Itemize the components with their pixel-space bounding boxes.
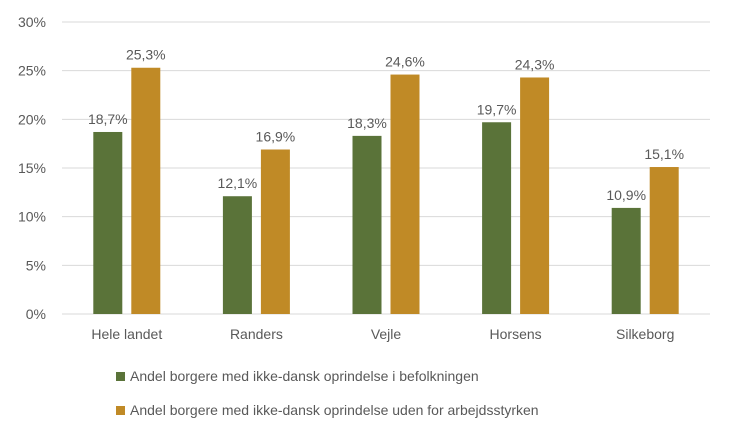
bar xyxy=(482,122,512,315)
y-tick-label: 0% xyxy=(26,306,46,322)
bar xyxy=(260,149,290,314)
data-label: 19,7% xyxy=(477,101,517,117)
data-label: 12,1% xyxy=(218,175,258,191)
legend-item-series-1: Andel borgere med ikke-dansk oprindelse … xyxy=(116,368,479,384)
data-label: 25,3% xyxy=(126,47,166,63)
legend-swatch-green xyxy=(116,371,125,381)
y-tick-label: 10% xyxy=(18,209,46,225)
data-label: 15,1% xyxy=(644,146,684,162)
data-label: 24,6% xyxy=(385,54,425,70)
bar xyxy=(222,196,252,314)
y-tick-label: 15% xyxy=(18,160,46,176)
data-label: 16,9% xyxy=(256,129,296,145)
data-label: 18,3% xyxy=(347,115,387,131)
bar xyxy=(352,135,382,314)
legend-label: Andel borgere med ikke-dansk oprindelse … xyxy=(130,368,479,384)
bar xyxy=(611,207,641,314)
data-label: 10,9% xyxy=(606,187,646,203)
bar xyxy=(520,77,550,314)
x-tick-label: Hele landet xyxy=(91,326,162,342)
legend-swatch-orange xyxy=(116,405,125,415)
y-tick-label: 25% xyxy=(18,63,46,79)
data-label: 24,3% xyxy=(515,56,555,72)
bar xyxy=(390,74,420,314)
y-tick-label: 30% xyxy=(18,14,46,30)
legend-label: Andel borgere med ikke-dansk oprindelse … xyxy=(130,402,539,418)
data-label: 18,7% xyxy=(88,111,128,127)
legend-item-series-2: Andel borgere med ikke-dansk oprindelse … xyxy=(116,402,539,418)
x-tick-label: Silkeborg xyxy=(616,326,674,342)
y-tick-label: 20% xyxy=(18,111,46,127)
x-tick-label: Vejle xyxy=(371,326,402,342)
x-tick-label: Horsens xyxy=(490,326,542,342)
bar xyxy=(649,167,679,314)
bar xyxy=(93,131,123,314)
bar xyxy=(131,67,161,314)
y-tick-label: 5% xyxy=(26,257,46,273)
x-tick-label: Randers xyxy=(230,326,283,342)
